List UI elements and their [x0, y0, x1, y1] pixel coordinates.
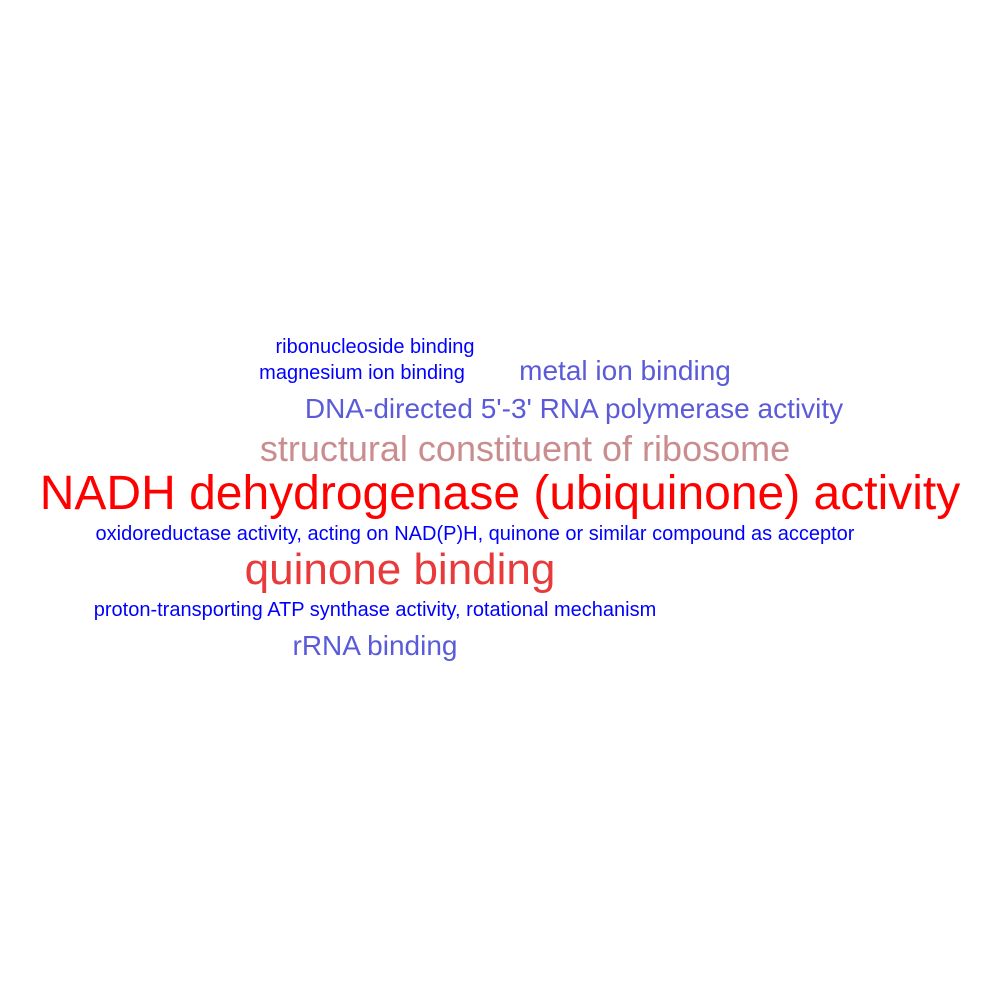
term-nadh-dehydrogenase-activity: NADH dehydrogenase (ubiquinone) activity [39, 467, 961, 520]
term-structural-constituent-of-ribosome: structural constituent of ribosome [259, 428, 791, 469]
term-ribonucleoside-binding: ribonucleoside binding [275, 336, 475, 358]
term-oxidoreductase-activity: oxidoreductase activity, acting on NAD(P… [95, 523, 855, 545]
term-rrna-binding: rRNA binding [292, 630, 458, 661]
term-proton-transporting-atp-synthase-activity: proton-transporting ATP synthase activit… [93, 599, 657, 621]
term-metal-ion-binding: metal ion binding [519, 355, 731, 386]
term-quinone-binding: quinone binding [244, 545, 556, 594]
term-dna-directed-rna-polymerase-activity: DNA-directed 5'-3' RNA polymerase activi… [304, 393, 844, 424]
term-magnesium-ion-binding: magnesium ion binding [259, 362, 465, 384]
